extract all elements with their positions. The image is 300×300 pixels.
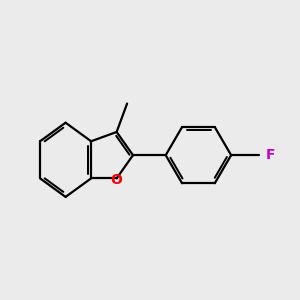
Text: O: O xyxy=(111,173,123,187)
Text: F: F xyxy=(266,148,275,162)
